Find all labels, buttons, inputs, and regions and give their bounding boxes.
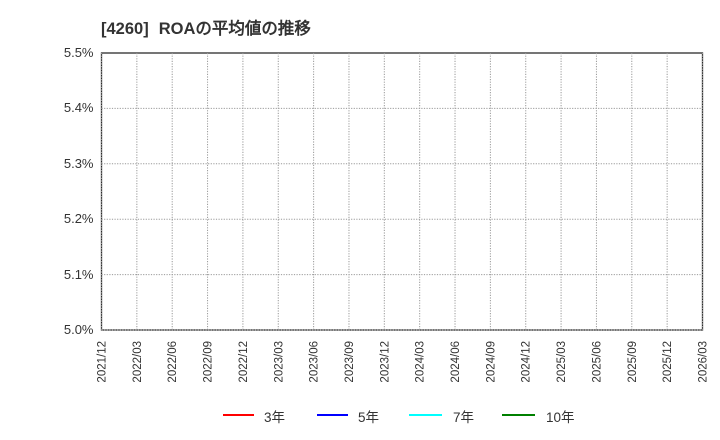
svg-text:2022/03: 2022/03 (132, 341, 144, 383)
svg-text:2024/12: 2024/12 (521, 341, 533, 383)
svg-text:2026/03: 2026/03 (698, 341, 710, 383)
svg-text:2024/03: 2024/03 (415, 341, 427, 383)
svg-text:2025/06: 2025/06 (591, 341, 603, 383)
svg-text:2023/06: 2023/06 (309, 341, 321, 383)
svg-text:2025/03: 2025/03 (556, 341, 568, 383)
svg-text:2023/03: 2023/03 (273, 341, 285, 383)
svg-text:2022/06: 2022/06 (167, 341, 179, 383)
svg-text:2021/12: 2021/12 (97, 341, 109, 383)
svg-text:2024/06: 2024/06 (450, 341, 462, 383)
svg-text:2022/09: 2022/09 (203, 341, 215, 383)
svg-text:2022/12: 2022/12 (238, 341, 250, 383)
svg-text:2025/12: 2025/12 (662, 341, 674, 383)
svg-text:2023/09: 2023/09 (344, 341, 356, 383)
svg-text:2023/12: 2023/12 (379, 341, 391, 383)
svg-text:2024/09: 2024/09 (485, 341, 497, 383)
svg-text:2025/09: 2025/09 (627, 341, 639, 383)
